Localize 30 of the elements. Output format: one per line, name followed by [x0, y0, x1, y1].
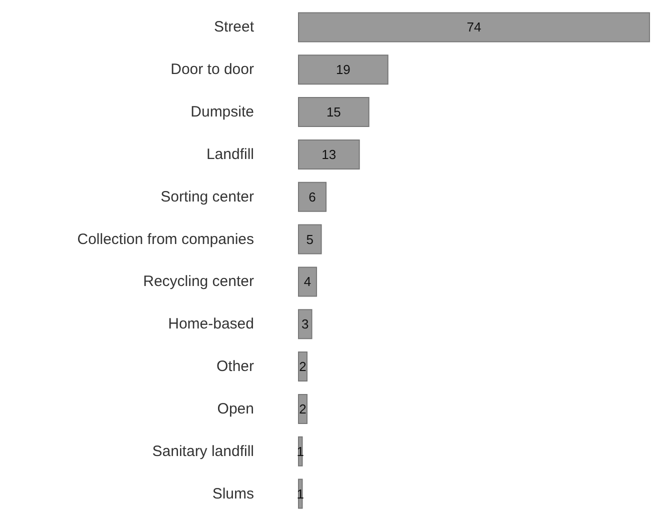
data-label: 74 [466, 20, 482, 35]
data-label: 3 [302, 316, 309, 332]
y-tick-label: Slums [212, 485, 254, 502]
bar [298, 97, 370, 128]
bar [298, 266, 318, 297]
data-label: 13 [322, 146, 336, 162]
bar [298, 224, 322, 254]
y-tick-label: Street [214, 18, 255, 36]
data-label: 6 [308, 189, 316, 204]
bar [298, 309, 312, 340]
y-tick-label: Open [217, 400, 254, 418]
data-label: 5 [306, 232, 314, 247]
y-tick-label: Dumpsite [190, 104, 254, 121]
data-label: 2 [299, 401, 306, 416]
data-label: 4 [304, 274, 312, 290]
bar [298, 139, 360, 170]
y-tick-label: Sanitary landfill [152, 442, 254, 460]
bar [298, 12, 650, 42]
y-tick-label: Landfill [206, 146, 254, 163]
bar [298, 182, 327, 212]
y-tick-label: Other [216, 358, 254, 376]
data-label: 15 [326, 104, 341, 120]
y-tick-label: Door to door [170, 61, 254, 78]
data-label: 19 [336, 62, 350, 78]
bar [298, 54, 388, 85]
y-tick-label: Home-based [168, 316, 254, 333]
y-tick-label: Sorting center [160, 188, 254, 206]
y-tick-label: Recycling center [143, 273, 254, 290]
y-tick-label: Collection from companies [77, 230, 254, 248]
data-label: 2 [299, 359, 306, 374]
